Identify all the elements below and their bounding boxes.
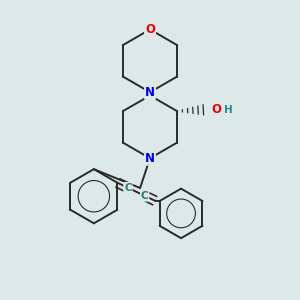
Text: C: C [124, 183, 132, 193]
Polygon shape [147, 92, 153, 95]
Text: O: O [211, 103, 221, 116]
Text: H: H [224, 105, 233, 115]
Text: C: C [141, 191, 148, 201]
Text: N: N [145, 86, 155, 99]
Text: O: O [145, 23, 155, 36]
Text: N: N [145, 152, 155, 165]
